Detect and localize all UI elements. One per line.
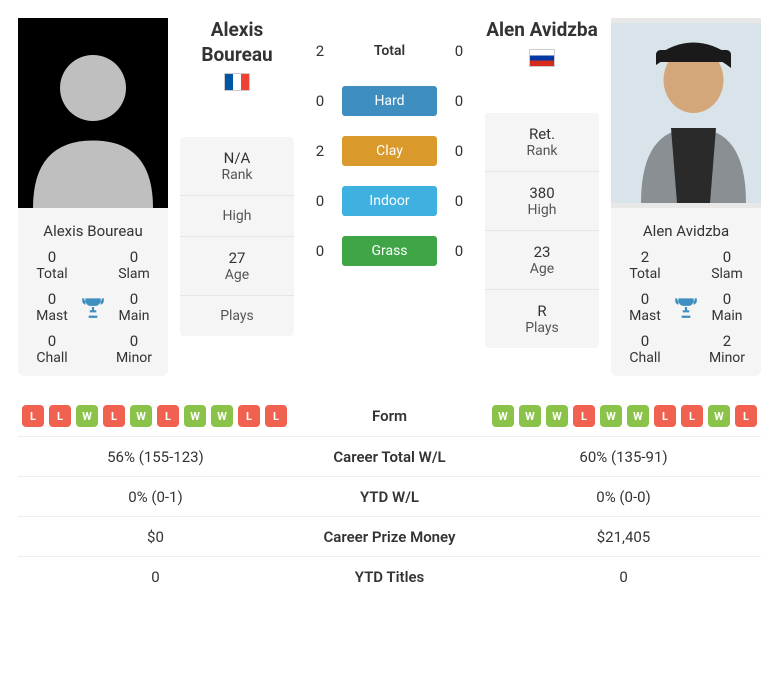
surf-indoor: 0 Indoor 0 [306, 186, 473, 216]
silhouette-icon [18, 28, 168, 208]
form-pill: W [546, 405, 568, 427]
form-pill: L [681, 405, 703, 427]
surf-grass-p1: 0 [306, 242, 334, 260]
p1-high: High [180, 195, 294, 236]
surf-clay-label: Clay [342, 136, 437, 166]
p2-career-wl: 60% (135-91) [486, 448, 761, 466]
surf-total: 2 Total 0 [306, 36, 473, 66]
player1-stats: AlexisBoureau N/ARank High 27Age Plays [180, 18, 294, 336]
surf-hard: 0 Hard 0 [306, 86, 473, 116]
player1-flag [180, 73, 294, 95]
form-pill: W [627, 405, 649, 427]
player2-name: Alen Avidzba [485, 18, 599, 43]
p1-rank: N/ARank [180, 137, 294, 195]
comparison-table: LLWLWLWWLL Form WWWLWWLLWL 56% (155-123)… [18, 396, 761, 596]
p1-titles-mast: 0Mast [24, 290, 80, 324]
player2-photo-placeholder [611, 18, 761, 208]
player2-flag [485, 49, 599, 71]
p1-plays: Plays [180, 295, 294, 336]
surf-clay: 2 Clay 0 [306, 136, 473, 166]
p2-age: 23Age [485, 230, 599, 289]
p1-career-wl: 56% (155-123) [18, 448, 293, 466]
row-label-prize: Career Prize Money [293, 528, 486, 546]
flag-fr-icon [224, 73, 250, 91]
row-label-form: Form [293, 407, 486, 425]
flag-ru-icon [529, 49, 555, 67]
p2-titles-total: 2Total [617, 248, 673, 282]
form-pill: L [238, 405, 260, 427]
form-pill: L [654, 405, 676, 427]
trophy-icon [673, 294, 699, 320]
form-pill: L [573, 405, 595, 427]
p1-titles-slam: 0Slam [106, 248, 162, 282]
surf-grass-label: Grass [342, 236, 437, 266]
player1-name-card: Alexis Boureau [24, 216, 162, 248]
row-label-ytd-titles: YTD Titles [293, 568, 486, 586]
surf-indoor-p1: 0 [306, 192, 334, 210]
p2-titles-mast: 0Mast [617, 290, 673, 324]
surf-total-p2: 0 [445, 42, 473, 60]
player2-photo [611, 18, 761, 208]
form-pill: W [492, 405, 514, 427]
p1-age: 27Age [180, 236, 294, 295]
surf-total-label: Total [342, 36, 437, 66]
p1-titles-chall: 0Chall [24, 332, 80, 366]
player1-photo [18, 18, 168, 208]
surf-clay-p2: 0 [445, 142, 473, 160]
player2-stats: Alen Avidzba Ret.Rank 380High 23Age RPla… [485, 18, 599, 348]
form-pill: L [157, 405, 179, 427]
surf-hard-label: Hard [342, 86, 437, 116]
surf-indoor-label: Indoor [342, 186, 437, 216]
p2-titles-chall: 0Chall [617, 332, 673, 366]
p1-titles-total: 0Total [24, 248, 80, 282]
player2-card: Alen Avidzba 2Total 0Slam 0Mast 0Main 0C… [611, 18, 761, 376]
surf-hard-p2: 0 [445, 92, 473, 110]
form-pill: W [211, 405, 233, 427]
p2-titles-slam: 0Slam [699, 248, 755, 282]
player2-name-card: Alen Avidzba [617, 216, 755, 248]
p2-prize: $21,405 [486, 528, 761, 546]
p2-form: WWWLWWLLWL [486, 405, 761, 427]
p2-ytd-wl: 0% (0-0) [486, 488, 761, 506]
form-pill: L [49, 405, 71, 427]
form-pill: L [265, 405, 287, 427]
surf-hard-p1: 0 [306, 92, 334, 110]
surf-grass-p2: 0 [445, 242, 473, 260]
h2h-surfaces: 2 Total 0 0 Hard 0 2 Clay 0 0 Indoor 0 0 [306, 18, 473, 286]
player1-card: Alexis Boureau 0Total 0Slam 0Mast 0Main … [18, 18, 168, 376]
form-pill: W [708, 405, 730, 427]
form-pill: W [76, 405, 98, 427]
form-pill: W [184, 405, 206, 427]
surf-total-p1: 2 [306, 42, 334, 60]
p1-ytd-wl: 0% (0-1) [18, 488, 293, 506]
p2-ytd-titles: 0 [486, 568, 761, 586]
p1-titles-main: 0Main [106, 290, 162, 324]
form-pill: L [735, 405, 757, 427]
p2-rank: Ret.Rank [485, 113, 599, 171]
p1-form: LLWLWLWWLL [18, 405, 293, 427]
p1-ytd-titles: 0 [18, 568, 293, 586]
p1-prize: $0 [18, 528, 293, 546]
form-pill: W [130, 405, 152, 427]
p2-plays: RPlays [485, 289, 599, 348]
p2-titles-main: 0Main [699, 290, 755, 324]
form-pill: W [519, 405, 541, 427]
row-label-ytd-wl: YTD W/L [293, 488, 486, 506]
p2-high: 380High [485, 171, 599, 230]
surf-indoor-p2: 0 [445, 192, 473, 210]
form-pill: L [22, 405, 44, 427]
p2-titles-minor: 2Minor [699, 332, 755, 366]
surf-grass: 0 Grass 0 [306, 236, 473, 266]
trophy-icon [80, 294, 106, 320]
row-label-career-wl: Career Total W/L [293, 448, 486, 466]
player1-name: AlexisBoureau [180, 18, 294, 67]
form-pill: W [600, 405, 622, 427]
form-pill: L [103, 405, 125, 427]
surf-clay-p1: 2 [306, 142, 334, 160]
p1-titles-minor: 0Minor [106, 332, 162, 366]
